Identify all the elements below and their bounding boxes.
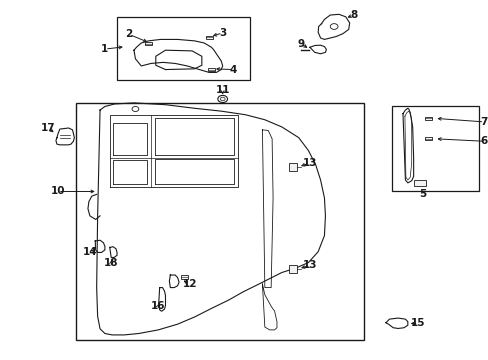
Bar <box>413 180 425 186</box>
Bar <box>145 42 152 45</box>
Text: 13: 13 <box>302 260 317 270</box>
Bar <box>288 265 297 273</box>
Text: 3: 3 <box>219 28 226 38</box>
Text: 17: 17 <box>41 123 56 133</box>
Text: 16: 16 <box>151 301 165 311</box>
Text: 8: 8 <box>349 10 356 20</box>
Text: 5: 5 <box>418 189 425 199</box>
Text: 18: 18 <box>104 258 118 268</box>
Text: 12: 12 <box>182 279 197 289</box>
Circle shape <box>220 97 224 101</box>
Bar <box>117 17 250 80</box>
Bar <box>207 68 215 71</box>
Text: 11: 11 <box>215 85 229 95</box>
Bar <box>288 163 297 171</box>
Circle shape <box>132 107 139 112</box>
Bar <box>181 275 188 279</box>
Text: 14: 14 <box>83 247 98 257</box>
Bar <box>424 117 431 120</box>
Text: 9: 9 <box>297 39 304 49</box>
Circle shape <box>329 24 337 30</box>
Text: 7: 7 <box>480 117 487 127</box>
Text: 10: 10 <box>51 186 65 197</box>
Bar <box>424 137 431 140</box>
Text: 13: 13 <box>302 158 317 168</box>
Circle shape <box>217 95 227 103</box>
Bar <box>205 36 212 39</box>
Text: 2: 2 <box>125 30 132 39</box>
Text: 6: 6 <box>480 136 487 146</box>
Bar <box>391 107 478 191</box>
Text: 4: 4 <box>229 64 237 75</box>
Text: 1: 1 <box>101 44 108 54</box>
Bar <box>76 103 364 339</box>
Text: 15: 15 <box>410 319 425 328</box>
